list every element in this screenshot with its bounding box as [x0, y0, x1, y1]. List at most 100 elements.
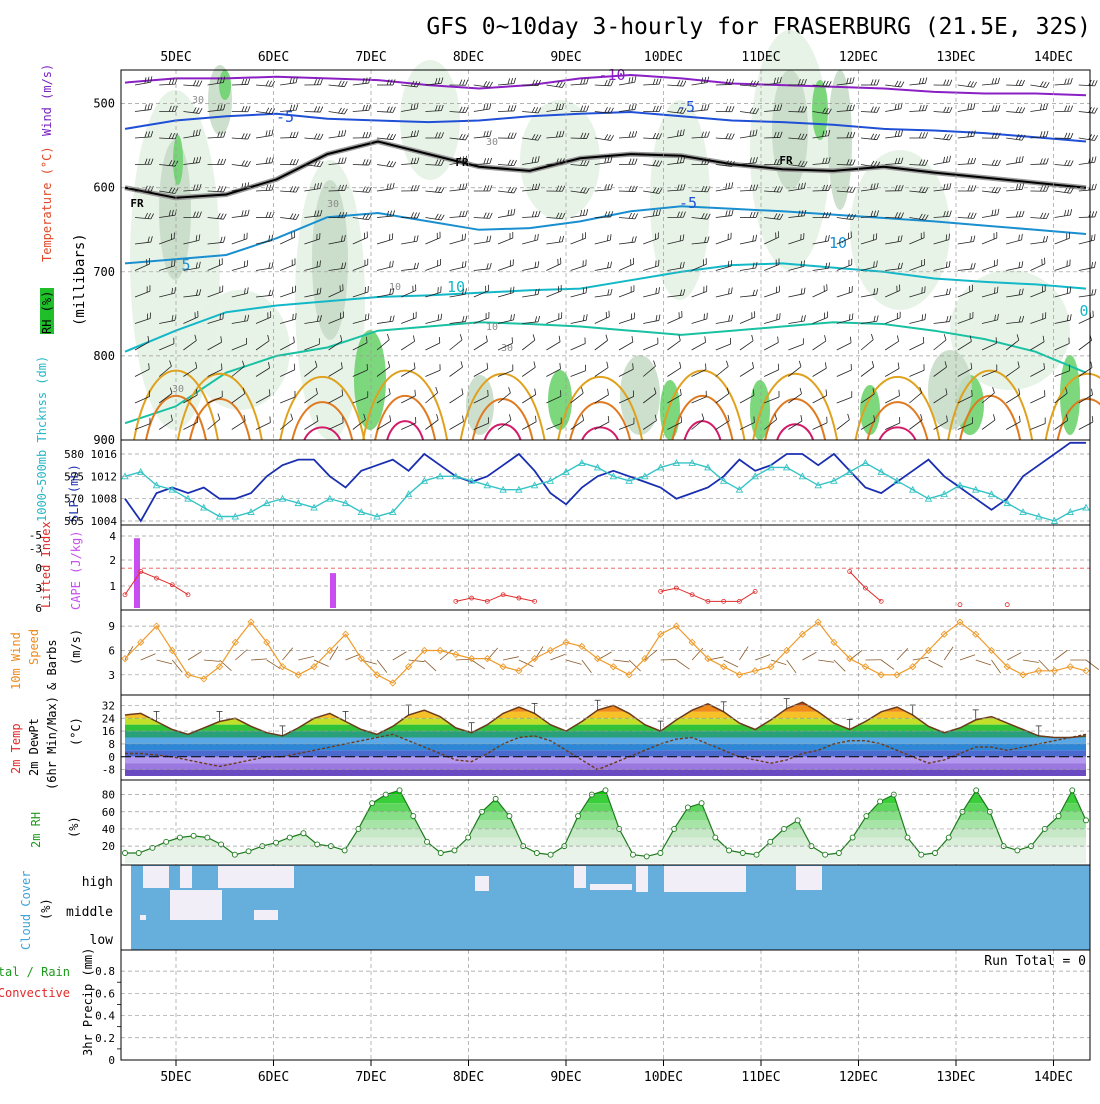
x-tick-label-bottom: 12DEC: [839, 1070, 878, 1085]
rh2m-point: [411, 814, 416, 819]
x-tick-label-bottom: 5DEC: [160, 1070, 191, 1085]
wind-barb-feather: [728, 261, 729, 267]
wind-barb-feather: [244, 261, 245, 267]
cloud-level-label: middle: [66, 905, 113, 920]
wind10m-unit-label: (m/s): [69, 629, 83, 665]
temp-band: [121, 738, 1090, 744]
x-tick-label-top: 8DEC: [453, 50, 484, 65]
rh-shade-blob: [190, 290, 290, 410]
rh2m-point: [177, 835, 182, 840]
rh2m-point: [466, 835, 471, 840]
wind-barb: [546, 164, 562, 165]
cape-tick-label: 4: [109, 530, 116, 543]
wind10m-tick-label: 6: [108, 644, 115, 657]
wind10m-tick-label: 9: [108, 620, 115, 633]
rh2m-point: [1070, 788, 1075, 793]
temp-band: [121, 744, 1090, 750]
x-tick-label-top: 12DEC: [839, 50, 878, 65]
wind-barb: [764, 137, 780, 138]
wind10m-barb: [661, 659, 677, 660]
wind-barb-feather: [510, 287, 511, 293]
isotherm-label: 5: [181, 256, 190, 274]
wind-barb: [522, 85, 538, 86]
pressure-tick-label: 500: [93, 97, 115, 111]
rh2m-point: [493, 796, 498, 801]
wind-barb-feather: [247, 260, 248, 266]
rh-contour-label: 10: [389, 282, 401, 293]
temp2m-axis-label: 2m Temp: [9, 723, 23, 774]
thickness-axis-label: 1000~500mb Thcknss (dm): [35, 356, 49, 522]
wind-barb: [813, 190, 829, 191]
wind-barb-feather: [462, 234, 463, 240]
rh2m-point: [191, 833, 196, 838]
wind-barb: [595, 217, 611, 218]
rh2m-point: [685, 805, 690, 810]
rh-tick-label: 60: [102, 806, 115, 819]
wind-barb: [329, 190, 345, 191]
temp-tick-label: 16: [102, 725, 115, 738]
temp-tick-label: -8: [102, 764, 115, 777]
rh-tick-label: 80: [102, 789, 115, 802]
rh2m-point: [438, 850, 443, 855]
rh2m-point: [823, 852, 828, 857]
rh2m-point: [754, 852, 759, 857]
li-tick-label: -3: [29, 542, 42, 555]
rh2m-point: [246, 849, 251, 854]
isotherm-label: FR: [130, 197, 144, 210]
pressure-tick-label: 700: [93, 265, 115, 279]
rh2m-point: [974, 788, 979, 793]
rh2m-point: [534, 850, 539, 855]
precip-tick-label: 0: [108, 1054, 115, 1067]
wind-barb-feather: [946, 234, 947, 240]
precip-axis-label: 3hr Precip (mm): [81, 948, 95, 1056]
millibars-axis-label: (millibars): [72, 233, 88, 326]
wind10m-axis-label-3: & Barbs: [45, 639, 59, 690]
precip-convective-label: Convective: [0, 986, 70, 1000]
rh2m-point: [576, 814, 581, 819]
wind-barb-feather: [513, 287, 514, 293]
cloud-level-label: high: [82, 875, 113, 890]
cape-bar: [330, 573, 336, 608]
rh2m-point: [768, 839, 773, 844]
rh2m-point: [699, 801, 704, 806]
wind-barb: [1006, 85, 1022, 86]
x-tick-label-bottom: 8DEC: [453, 1070, 484, 1085]
rh2m-point: [919, 852, 924, 857]
x-tick-label-top: 9DEC: [550, 50, 581, 65]
temp-tick-label: 8: [108, 738, 115, 751]
wind-barb-feather: [780, 313, 781, 319]
rh-tick-label: 20: [102, 840, 115, 853]
rh2m-point: [727, 848, 732, 853]
wind10m-axis-label-2: Speed: [27, 629, 41, 665]
slp-tick-label: 1016: [91, 448, 118, 461]
rh2m-point: [397, 788, 402, 793]
cloud-clear-block: [143, 866, 169, 888]
isotherm-label: -5: [679, 194, 697, 212]
rh2m-point: [232, 852, 237, 857]
x-tick-label-top: 10DEC: [644, 50, 683, 65]
rh2m-unit-label: (%): [67, 816, 81, 838]
wind-barb: [1079, 217, 1095, 218]
wind-barb: [1055, 138, 1071, 139]
temp-unit-label: (°C): [69, 717, 83, 746]
precip-total-rain-label: Total / Rain: [0, 965, 70, 979]
wind-barb: [232, 84, 248, 85]
x-tick-label-top: 14DEC: [1034, 50, 1073, 65]
rh-shade-blob: [219, 70, 231, 100]
rh2m-point: [878, 799, 883, 804]
wind-barb: [135, 191, 151, 192]
x-tick-label-top: 13DEC: [936, 50, 975, 65]
temperature-axis-label: Temperature (°C): [40, 146, 54, 262]
wind-barb: [353, 165, 369, 166]
rh2m-point: [452, 848, 457, 853]
wind-barb-feather: [731, 260, 732, 266]
temp-tick-label: 24: [102, 712, 116, 725]
cloud-left-gap: [121, 866, 131, 950]
rh-contour-label: 10: [486, 322, 498, 333]
rh2m-point: [1015, 848, 1020, 853]
rh2m-point: [850, 835, 855, 840]
wind-barb-feather: [296, 313, 297, 319]
wind-barb: [304, 112, 320, 113]
